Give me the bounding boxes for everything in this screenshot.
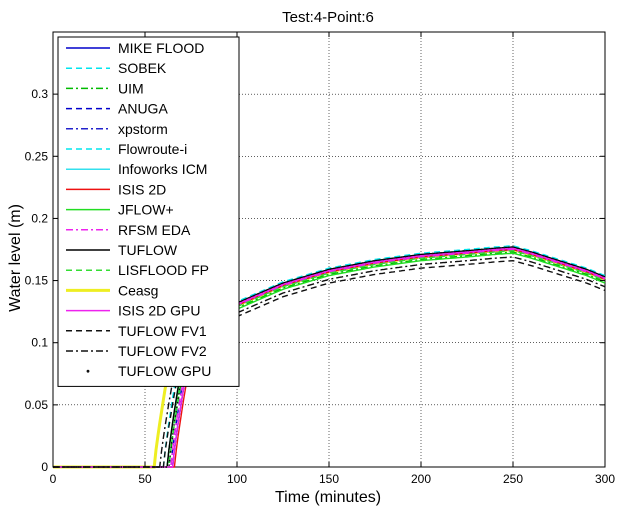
x-tick-label: 50 [138, 472, 152, 486]
x-tick-label: 150 [319, 472, 339, 486]
x-tick-label: 300 [595, 472, 615, 486]
legend-label: xpstorm [118, 121, 168, 137]
legend-label: JFLOW+ [118, 202, 174, 218]
legend-label: Infoworks ICM [118, 161, 207, 177]
legend-swatch [86, 369, 90, 373]
legend-label: ISIS 2D GPU [118, 303, 200, 319]
series-line-isis-2d-gpu [53, 247, 606, 468]
legend-label: UIM [118, 80, 144, 96]
series-line-uim [53, 251, 606, 468]
y-tick-label: 0.05 [25, 398, 49, 412]
x-tick-label: 0 [50, 472, 57, 486]
legend-box [57, 36, 240, 387]
legend-label: Ceasg [118, 282, 158, 298]
legend-label: TUFLOW FV1 [118, 323, 207, 339]
series-line-lisflood-fp [53, 249, 606, 468]
series-line-tuflow-fv1 [53, 259, 606, 468]
legend-label: SOBEK [118, 60, 167, 76]
y-tick-label: 0 [41, 460, 48, 474]
x-tick-label: 100 [227, 472, 247, 486]
legend-label: LISFLOOD FP [118, 262, 209, 278]
y-tick-label: 0.3 [31, 87, 48, 101]
legend-label: TUFLOW GPU [118, 363, 211, 379]
chart-title: Test:4-Point:6 [282, 9, 374, 26]
y-axis-label: Water level (m) [7, 204, 24, 312]
legend-label: TUFLOW [118, 242, 178, 258]
y-tick-label: 0.15 [25, 274, 49, 288]
legend: MIKE FLOOD SOBEK UIM ANUGA xpstorm Flowroute-… [57, 36, 240, 387]
legend-label: TUFLOW FV2 [118, 343, 207, 359]
legend-label: ISIS 2D [118, 181, 166, 197]
legend-label: RFSM EDA [118, 222, 191, 238]
legend-label: ANUGA [118, 101, 168, 117]
legend-label: MIKE FLOOD [118, 40, 204, 56]
series-line-rfsm-eda [53, 248, 606, 468]
axis-ticks: 0 50 100 150 200 250 300 0 0.05 0.1 0.15 0.2 0.25 0.3 [25, 32, 615, 486]
x-tick-label: 250 [503, 472, 523, 486]
series-line-tuflow-fv2 [53, 256, 606, 468]
x-axis-label: Time (minutes) [275, 489, 381, 506]
y-tick-label: 0.25 [25, 149, 49, 163]
x-tick-label: 200 [411, 472, 431, 486]
legend-label: Flowroute-i [118, 141, 187, 157]
y-tick-label: 0.2 [31, 211, 48, 225]
y-tick-label: 0.1 [31, 336, 48, 350]
